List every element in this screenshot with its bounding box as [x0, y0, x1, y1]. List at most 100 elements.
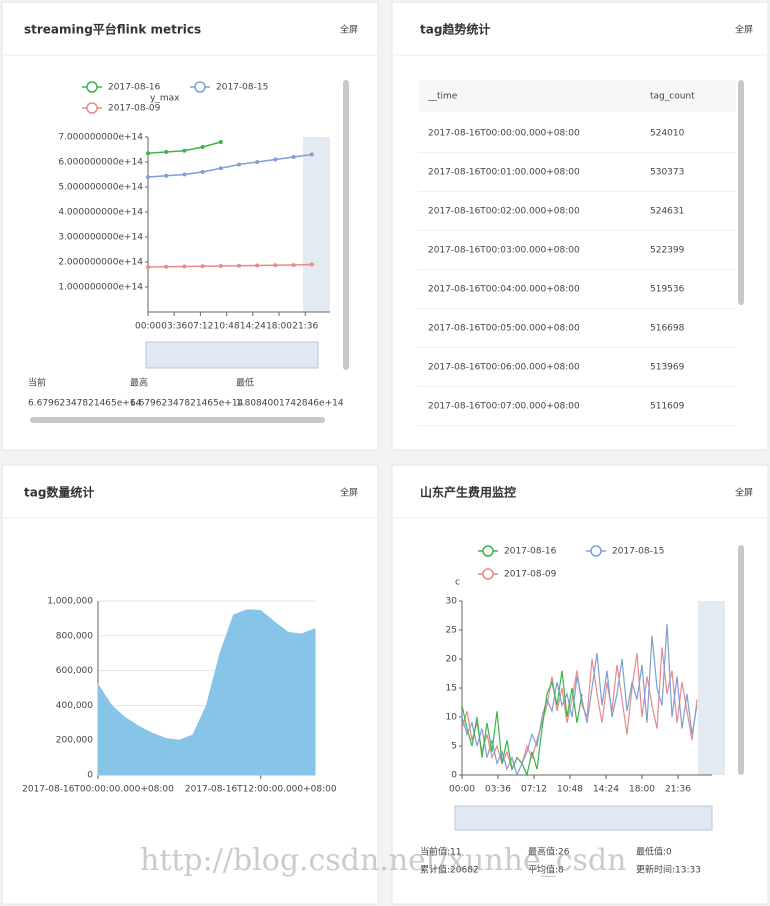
data-point [200, 145, 205, 149]
y-tick-label: 400,000 [56, 701, 93, 711]
data-point [255, 263, 260, 268]
table-cell: 530373 [650, 168, 684, 178]
panel [391, 1, 769, 451]
panel-title: streaming平台flink metrics [24, 22, 201, 37]
data-point [182, 148, 187, 153]
x-tick-label: 10:48 [557, 785, 583, 795]
table-cell: 524631 [650, 207, 684, 217]
y-tick-label: 0 [451, 771, 457, 781]
zoom-slider[interactable] [454, 805, 713, 831]
x-tick-label: 10:48 [214, 322, 240, 332]
stat: 更新时间:13:33 [636, 864, 701, 876]
x-tick-label: 14:24 [240, 322, 266, 332]
data-point [200, 170, 205, 174]
x-tick-label: 00:00 [449, 785, 475, 795]
table-cell: 2017-08-16T00:05:00.000+08:00 [428, 324, 580, 334]
fullscreen-button[interactable]: 全屏 [735, 487, 753, 499]
table-cell: 2017-08-16T00:07:00.000+08:00 [428, 402, 580, 412]
area [97, 609, 316, 776]
series-line [147, 153, 312, 178]
y-tick-label: 5.000000000e+14 [58, 183, 143, 193]
x-tick-label: 07:12 [521, 785, 547, 795]
table-cell: 2017-08-16T00:00:00.000+08:00 [428, 129, 580, 139]
table-cell: 511609 [650, 402, 685, 412]
panel-title: tag数量统计 [24, 485, 94, 500]
data-point [309, 152, 314, 157]
stat: 最高值:26 [528, 846, 570, 858]
table-cell: 524010 [650, 129, 685, 139]
data-point [164, 173, 169, 178]
y-tick-label: 800,000 [56, 631, 93, 641]
data-point [146, 175, 150, 179]
legend-marker [86, 81, 98, 93]
y-tick-label: 4.000000000e+14 [58, 208, 143, 218]
fullscreen-button[interactable]: 全屏 [340, 487, 358, 499]
data-point [291, 155, 296, 159]
fullscreen-button[interactable]: 全屏 [735, 24, 753, 36]
stat: 平均值:8 [528, 864, 564, 876]
fullscreen-button[interactable]: 全屏 [340, 24, 358, 36]
y-tick-label: 600,000 [56, 666, 93, 676]
table-cell: 2017-08-16T00:04:00.000+08:00 [428, 285, 580, 295]
y-tick-label: 3.000000000e+14 [58, 233, 143, 243]
data-point [309, 262, 314, 267]
x-tick-label: 07:12 [187, 322, 213, 332]
y-tick-label: 15 [446, 684, 457, 694]
x-tick-label: 03:36 [161, 322, 187, 332]
stat: 当前 [28, 377, 46, 389]
legend-label: 2017-08-16 [108, 83, 161, 93]
y-tick-label: 30 [446, 597, 458, 607]
legend-label: 2017-08-15 [612, 547, 664, 557]
table-cell: 2017-08-16T00:06:00.000+08:00 [428, 363, 580, 373]
zoom-window[interactable] [303, 137, 330, 312]
y-tick-label: 1,000,000 [47, 597, 93, 607]
data-point [182, 172, 187, 177]
legend-label: 2017-08-09 [108, 104, 161, 114]
table-cell: 2017-08-16T00:03:00.000+08:00 [428, 246, 580, 256]
y-tick-label: 1.000000000e+14 [58, 283, 143, 293]
data-point [255, 160, 260, 164]
x-tick-label: 2017-08-16T00:00:00.000+08:00 [22, 785, 174, 795]
y-tick-label: 200,000 [56, 736, 93, 746]
zoom-window[interactable] [698, 601, 725, 775]
series-line [461, 670, 583, 777]
legend-marker [86, 102, 98, 114]
stat: 6.67962347821465e+14 [28, 399, 142, 409]
stat: 最高 [130, 377, 148, 389]
y-tick-label: 6.000000000e+14 [58, 158, 143, 168]
stat: 当前值:11 [420, 846, 462, 858]
scrollbar[interactable] [738, 80, 744, 305]
x-tick-label: 21:36 [292, 322, 318, 332]
x-tick-label: 00:00 [135, 322, 161, 332]
data-point [218, 140, 223, 144]
scrollbar[interactable] [738, 545, 744, 775]
data-point [273, 263, 278, 268]
legend-marker [194, 81, 206, 93]
data-point [218, 166, 223, 171]
table-cell: 516698 [650, 324, 685, 334]
panel-title: tag趋势统计 [420, 22, 490, 37]
y-axis-label: c [455, 578, 460, 588]
column-header: __time [427, 92, 458, 102]
x-tick-label: 21:36 [665, 785, 691, 795]
table-header [418, 80, 736, 112]
x-tick-label: 03:36 [485, 785, 511, 795]
data-point [273, 157, 278, 162]
data-point [146, 151, 150, 156]
panel [1, 464, 379, 905]
data-point [164, 264, 169, 269]
y-tick-label: 25 [446, 626, 457, 636]
data-point [146, 265, 150, 269]
y-tick-label: 5 [451, 742, 457, 752]
legend-marker [590, 545, 602, 557]
zoom-slider[interactable] [145, 341, 319, 369]
legend-label: 2017-08-09 [504, 570, 557, 580]
scrollbar[interactable] [30, 417, 325, 423]
stat: 最低值:0 [636, 846, 672, 858]
y-tick-label: 10 [446, 713, 458, 723]
scrollbar[interactable] [343, 80, 349, 370]
y-tick-label: 0 [87, 771, 93, 781]
legend-label: 2017-08-15 [216, 83, 268, 93]
